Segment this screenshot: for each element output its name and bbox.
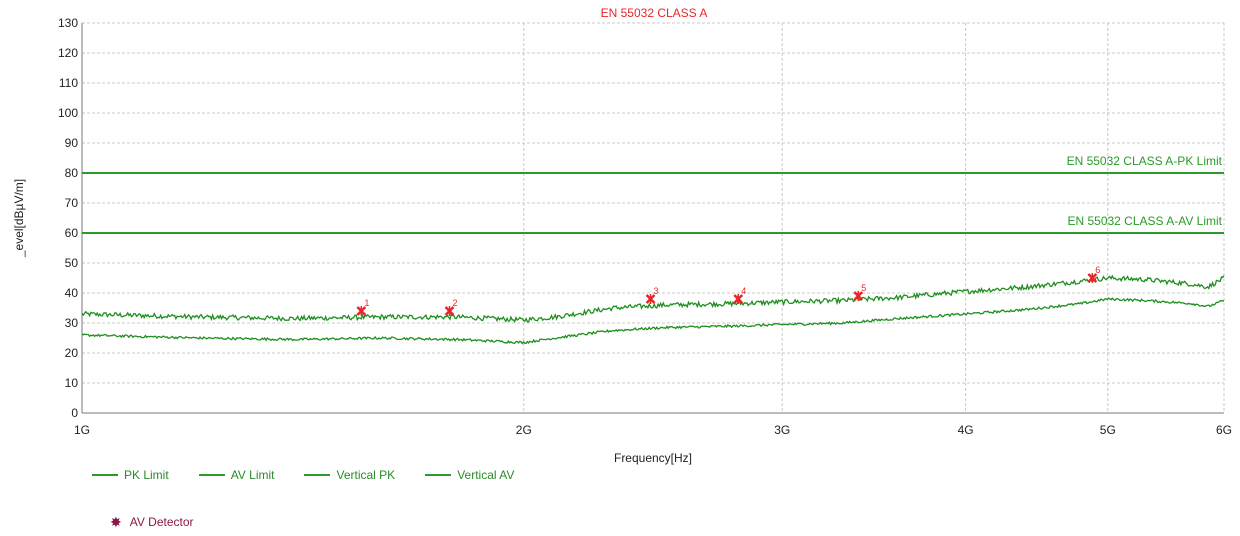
x-tick-label: 1G [74, 423, 90, 437]
marker [853, 291, 864, 301]
y-tick-label: 70 [65, 196, 79, 210]
limit-label-av: EN 55032 CLASS A-AV Limit [1067, 214, 1222, 228]
legend-swatch [198, 474, 225, 476]
marker-label: 2 [453, 298, 458, 308]
marker [645, 294, 656, 304]
asterisk-icon: ✸ [110, 514, 122, 530]
y-tick-label: 130 [58, 16, 78, 30]
y-axis-label: _evel[dBµV/m] [12, 179, 26, 258]
y-tick-label: 80 [65, 166, 79, 180]
y-tick-label: 100 [58, 106, 78, 120]
marker [356, 306, 367, 316]
legend-swatch [304, 474, 331, 476]
y-tick-label: 30 [65, 316, 79, 330]
chart-title: EN 55032 CLASS A [601, 6, 708, 20]
x-tick-label: 3G [774, 423, 790, 437]
marker-label: 3 [654, 286, 659, 296]
x-tick-label: 2G [516, 423, 532, 437]
legend-swatch [425, 474, 452, 476]
y-tick-label: 110 [59, 76, 78, 90]
marker [733, 294, 744, 304]
y-tick-label: 50 [65, 256, 79, 270]
series-line-vertical-pk [81, 274, 1225, 324]
detector-label: AV Detector [129, 515, 194, 529]
y-tick-label: 90 [65, 136, 79, 150]
limit-label-pk: EN 55032 CLASS A-PK Limit [1067, 154, 1223, 168]
legend-label: AV Limit [230, 468, 275, 482]
marker [1087, 273, 1098, 283]
legend-item-pk-limit: PK Limit [92, 468, 169, 482]
x-tick-label: 4G [958, 423, 974, 437]
legend-label: Vertical AV [457, 468, 515, 482]
marker-label: 4 [741, 286, 746, 296]
y-tick-label: 40 [65, 286, 79, 300]
detector-legend: ✸ AV Detector [110, 515, 194, 529]
legend-swatch [92, 474, 118, 476]
legend-item-vertical-av: Vertical AV [425, 468, 514, 482]
legend: PK Limit AV Limit Vertical PK Vertical A… [92, 468, 514, 482]
x-tick-label: 5G [1100, 423, 1116, 437]
marker-label: 1 [364, 298, 369, 308]
marker [444, 306, 455, 316]
x-tick-label: 6G [1216, 423, 1232, 437]
y-tick-label: 120 [58, 46, 78, 60]
marker-label: 6 [1095, 265, 1100, 275]
legend-item-av-limit: AV Limit [198, 468, 275, 482]
legend-item-vertical-pk: Vertical PK [304, 468, 395, 482]
marker-label: 5 [861, 283, 866, 293]
y-tick-label: 20 [65, 346, 79, 360]
y-tick-label: 0 [71, 406, 78, 420]
x-axis-label: Frequency[Hz] [614, 451, 692, 465]
y-tick-label: 10 [65, 376, 79, 390]
series-line-vertical-av [81, 297, 1225, 345]
legend-label: Vertical PK [336, 468, 396, 482]
y-tick-label: 60 [65, 226, 79, 240]
legend-label: PK Limit [124, 468, 169, 482]
